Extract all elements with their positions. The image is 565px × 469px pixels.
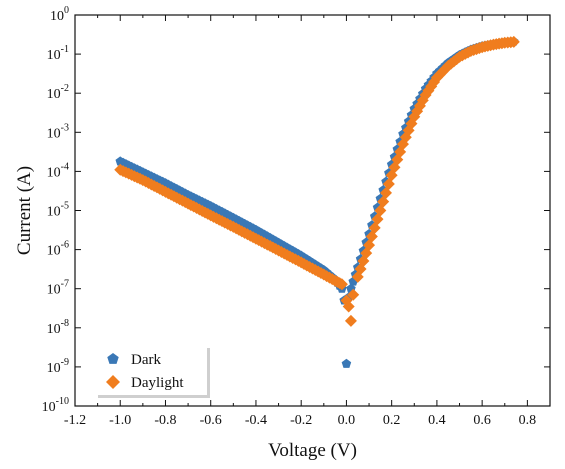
data-point (136, 174, 149, 187)
data-point (159, 185, 172, 198)
data-point (114, 163, 127, 176)
legend: Dark Daylight (95, 345, 210, 398)
x-tick-label: 0.6 (473, 413, 491, 428)
legend-label: Daylight (131, 375, 184, 391)
y-axis-title: Current (A) (14, 166, 35, 255)
y-tick-label: 10-7 (47, 279, 69, 298)
data-point (335, 278, 348, 291)
data-point (476, 41, 489, 54)
y-tick-label: 10-9 (47, 357, 69, 376)
data-point (205, 201, 216, 211)
x-tick-label: -1.2 (64, 413, 86, 428)
data-point (374, 204, 387, 217)
x-tick-label: -0.6 (200, 413, 222, 428)
data-point (347, 288, 360, 301)
data-point (341, 358, 352, 368)
legend-label: Dark (131, 352, 161, 368)
data-point (382, 178, 395, 191)
data-point (204, 209, 217, 222)
data-point (487, 38, 500, 51)
x-tick-label: 0.4 (428, 413, 446, 428)
data-point (182, 197, 195, 210)
legend-marker (106, 375, 120, 389)
data-point (115, 156, 125, 166)
data-point (507, 35, 520, 48)
data-point (251, 224, 261, 234)
data-point (498, 36, 511, 49)
data-point (342, 300, 355, 313)
plot-marks (114, 35, 520, 368)
y-tick-label: 10-5 (47, 201, 69, 220)
data-point (396, 138, 409, 151)
data-point (453, 50, 466, 63)
x-tick-label: 0.8 (519, 413, 537, 428)
legend-marker (107, 353, 119, 364)
x-tick-label: 0.0 (338, 413, 356, 428)
data-point (377, 195, 390, 208)
data-point (272, 244, 285, 257)
x-tick-label: -0.2 (290, 413, 312, 428)
y-tick-label: 10-1 (47, 44, 69, 63)
data-point (380, 186, 393, 199)
data-point (430, 71, 443, 84)
y-tick-label: 10-2 (47, 83, 69, 102)
data-point (357, 255, 370, 268)
data-point (228, 212, 239, 222)
y-tick-label: 10-4 (47, 161, 69, 180)
x-tick-label: -1.0 (109, 413, 131, 428)
data-point (344, 314, 357, 327)
axes: -1.2 -1.0 -0.8 -0.6 -0.4 -0.2 0.0 0.2 0.4 0.6 0.8 1… (14, 5, 551, 461)
x-tick-label: 0.2 (383, 413, 401, 428)
data-point (295, 256, 308, 269)
data-point (442, 59, 455, 72)
y-tick-label: 10-8 (47, 318, 69, 337)
x-axis-title: Voltage (V) (268, 440, 357, 461)
y-tick-label: 10-3 (47, 122, 69, 141)
data-point (464, 45, 477, 58)
data-point (317, 268, 330, 281)
data-point (351, 270, 364, 283)
x-tick-label: -0.4 (245, 413, 267, 428)
data-point (227, 220, 240, 233)
y-tick-label: 100 (50, 5, 69, 24)
y-tick-label: 10-6 (47, 240, 69, 259)
data-point (408, 110, 421, 123)
x-tick-label: -0.8 (154, 413, 176, 428)
data-point (249, 232, 262, 245)
data-point (363, 239, 376, 252)
data-point (385, 169, 398, 182)
y-tick-label: 10-10 (42, 396, 69, 415)
data-point (419, 88, 432, 101)
series-daylight (114, 35, 520, 327)
